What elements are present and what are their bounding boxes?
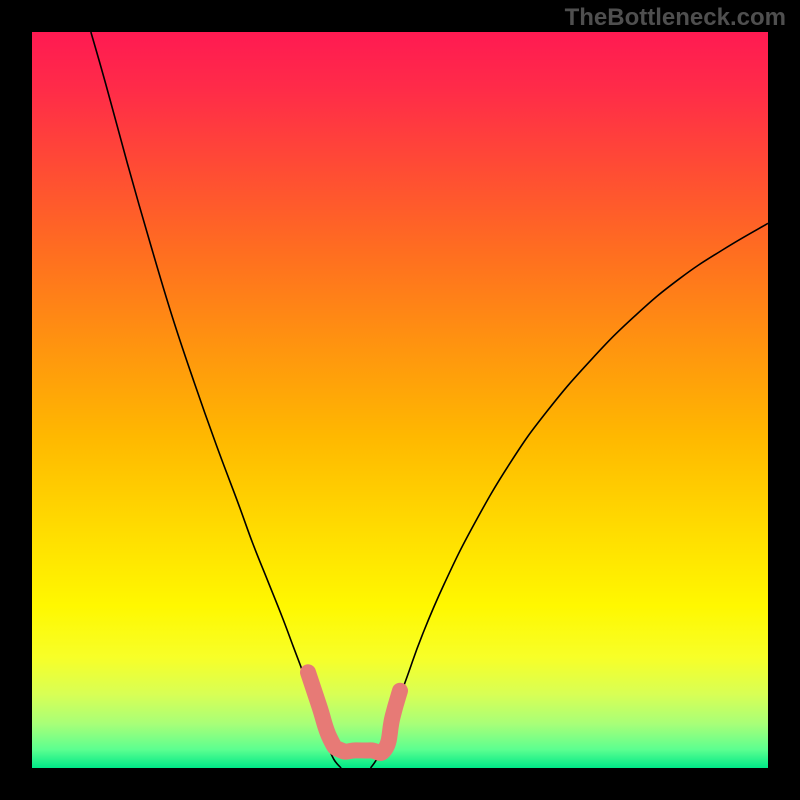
plot-area	[32, 32, 768, 768]
frame-border-bottom	[0, 768, 800, 800]
watermark-text: TheBottleneck.com	[565, 4, 786, 32]
frame-border-left	[0, 0, 32, 800]
frame-border-right	[768, 0, 800, 800]
